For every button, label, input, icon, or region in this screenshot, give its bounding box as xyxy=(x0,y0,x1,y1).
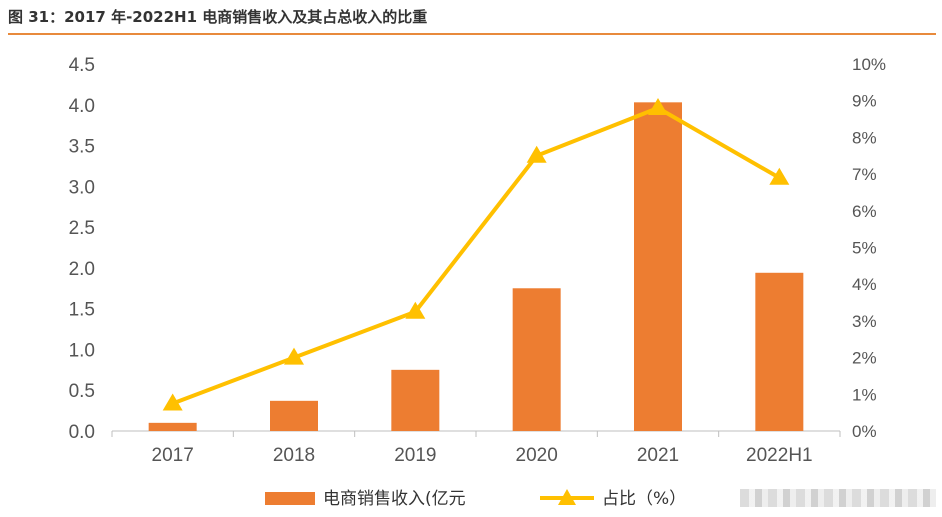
left-axis-tick-label: 1.0 xyxy=(69,340,95,361)
watermark xyxy=(740,489,936,507)
left-axis-tick-label: 4.0 xyxy=(69,96,95,117)
right-axis-tick-label: 3% xyxy=(852,312,877,331)
x-axis-ticks: 2017 2018 2019 2020 2021 2022H1 xyxy=(111,431,841,466)
x-axis-tick-label: 2021 xyxy=(637,445,679,466)
bar-2022H1 xyxy=(755,272,804,431)
line-series-markers xyxy=(162,98,790,411)
right-axis-tick-label: 4% xyxy=(852,275,877,294)
bar-2019 xyxy=(391,369,440,431)
left-axis-tick-label: 2.0 xyxy=(69,259,95,280)
title-rule xyxy=(8,33,936,35)
right-axis-tick-label: 10% xyxy=(852,55,886,74)
left-axis-tick-label: 0.5 xyxy=(69,381,95,402)
left-axis-ticks: 0.0 0.5 1.0 1.5 2.0 2.5 3.0 3.5 4.0 4.5 xyxy=(69,55,95,443)
right-axis-tick-label: 6% xyxy=(852,202,877,221)
bar-series xyxy=(148,102,804,431)
line-point-2018 xyxy=(284,347,304,365)
legend-line-label: 占比（%） xyxy=(602,489,686,509)
legend-line-marker xyxy=(558,489,576,505)
line-point-2019 xyxy=(405,301,426,319)
line-series-path xyxy=(171,106,781,406)
right-axis-tick-label: 9% xyxy=(852,92,877,111)
line-point-2021 xyxy=(648,98,668,116)
legend: 电商销售收入(亿元 占比（%） xyxy=(265,489,686,509)
legend-bar-swatch xyxy=(265,492,315,505)
right-axis-tick-label: 1% xyxy=(852,385,877,404)
right-axis-tick-label: 7% xyxy=(852,165,877,184)
right-axis-tick-label: 2% xyxy=(852,349,877,368)
left-axis-tick-label: 1.5 xyxy=(69,300,95,321)
right-axis-tick-label: 0% xyxy=(852,422,877,441)
x-axis-tick-label: 2022H1 xyxy=(746,445,813,466)
bar-2020 xyxy=(512,288,561,431)
legend-bar-label: 电商销售收入(亿元 xyxy=(323,489,466,509)
x-axis-tick-label: 2019 xyxy=(394,445,436,466)
line-point-2022H1 xyxy=(769,167,790,185)
x-axis-tick-label: 2018 xyxy=(273,445,315,466)
left-axis-tick-label: 3.0 xyxy=(69,177,95,198)
x-axis-tick-label: 2017 xyxy=(152,445,194,466)
line-point-2020 xyxy=(526,145,547,163)
line-point-2017 xyxy=(162,393,183,411)
right-axis-tick-label: 5% xyxy=(852,239,877,258)
x-axis-tick-label: 2020 xyxy=(516,445,558,466)
left-axis-tick-label: 4.5 xyxy=(69,55,95,76)
chart-title: 图 31：2017 年-2022H1 电商销售收入及其占总收入的比重 xyxy=(8,8,428,26)
bar-2018 xyxy=(270,400,318,431)
right-axis-ticks: 0% 1% 2% 3% 4% 5% 6% 7% 8% 9% 10% xyxy=(852,55,886,441)
left-axis-tick-label: 2.5 xyxy=(69,218,95,239)
right-axis-tick-label: 8% xyxy=(852,128,877,147)
left-axis-tick-label: 0.0 xyxy=(69,422,95,443)
bar-2021 xyxy=(634,102,682,431)
bar-2017 xyxy=(148,422,197,431)
left-axis-tick-label: 3.5 xyxy=(69,137,95,158)
